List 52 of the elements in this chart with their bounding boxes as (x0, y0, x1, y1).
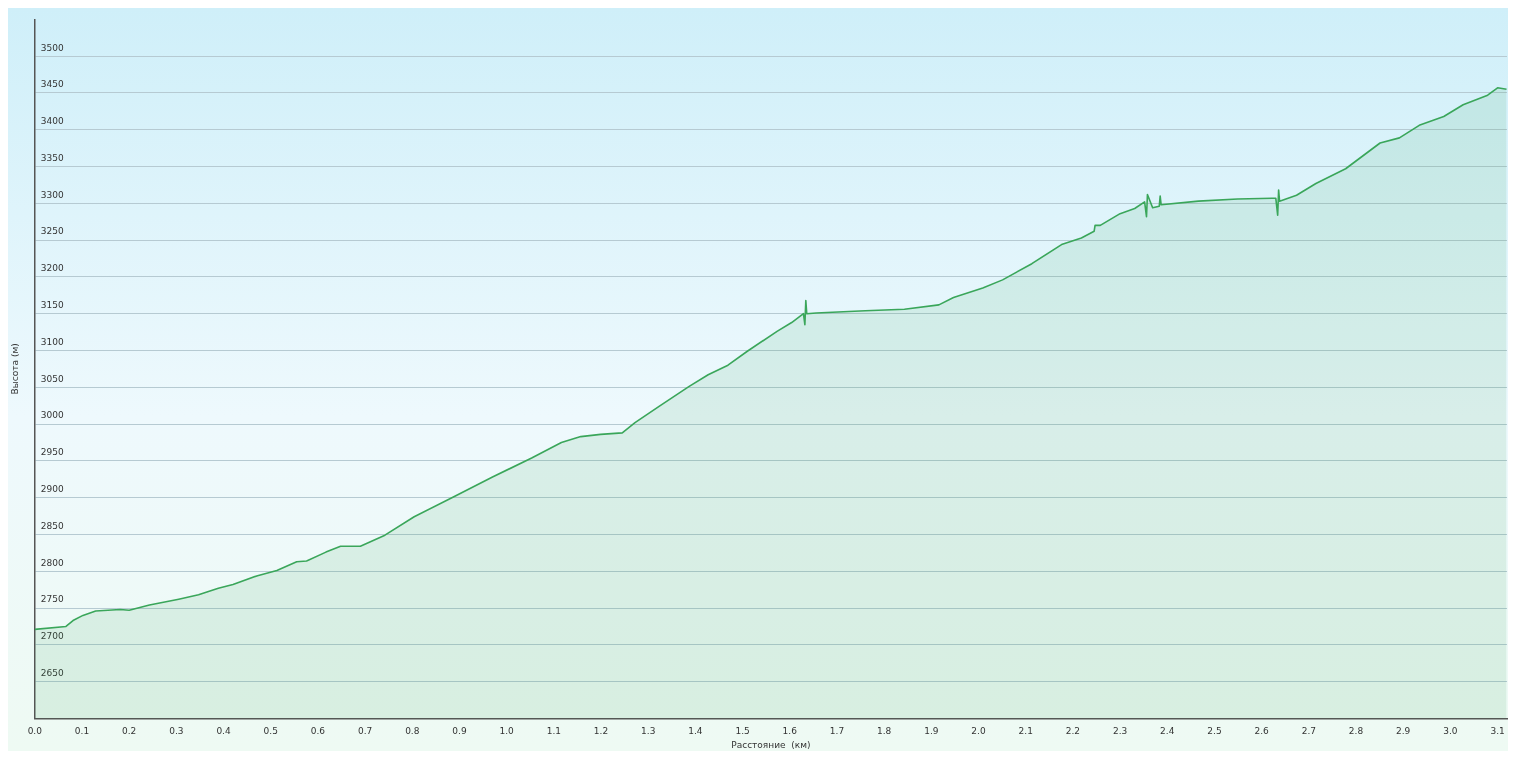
y-tick-label: 3000 (40, 410, 64, 421)
x-tick-label: 1.7 (829, 726, 845, 737)
y-tick-label: 3400 (40, 116, 64, 127)
y-tick-label: 3450 (40, 79, 64, 90)
x-tick-label: 2.8 (1348, 726, 1364, 737)
x-tick-label: 0.0 (27, 726, 43, 737)
x-tick-label: 2.7 (1301, 726, 1316, 737)
x-tick-label: 0.3 (169, 726, 184, 737)
y-tick-label: 2900 (40, 484, 64, 495)
x-tick-label: 1.2 (593, 726, 609, 737)
y-tick-label: 2650 (40, 667, 64, 678)
x-tick-label: 3.0 (1443, 726, 1458, 737)
y-tick-label: 2950 (40, 447, 64, 458)
x-tick-label: 2.1 (1018, 726, 1033, 737)
y-tick-label: 3350 (40, 152, 64, 163)
x-tick-label: 0.1 (74, 726, 90, 737)
x-tick-label: 1.6 (782, 726, 798, 737)
x-tick-label: 0.6 (310, 726, 326, 737)
x-tick-label: 0.9 (452, 726, 467, 737)
x-tick-label: 1.3 (641, 726, 656, 737)
x-tick-label: 0.4 (216, 726, 231, 737)
y-tick-label: 3100 (40, 336, 64, 347)
y-tick-label: 3150 (40, 300, 64, 311)
y-tick-label: 2700 (40, 631, 64, 642)
x-tick-label: 3.1 (1490, 726, 1505, 737)
y-tick-label: 3200 (40, 263, 64, 274)
x-tick-label: 1.5 (735, 726, 750, 737)
x-tick-label: 0.2 (122, 726, 137, 737)
y-tick-label: 3250 (40, 226, 64, 237)
y-tick-label: 2750 (40, 594, 64, 605)
x-axis-title: Расстояние (км) (731, 739, 811, 750)
y-tick-label: 2850 (40, 520, 64, 531)
x-tick-label: 0.7 (357, 726, 373, 737)
x-tick-label: 2.9 (1396, 726, 1411, 737)
y-tick-label: 3050 (40, 373, 64, 384)
y-tick-label: 3300 (40, 189, 64, 200)
x-tick-label: 2.3 (1112, 726, 1128, 737)
x-tick-label: 1.9 (924, 726, 939, 737)
x-tick-label: 2.0 (971, 726, 986, 737)
x-tick-label: 2.4 (1160, 726, 1175, 737)
y-tick-label: 2800 (40, 557, 64, 568)
x-tick-label: 0.8 (405, 726, 420, 737)
x-tick-label: 0.5 (263, 726, 278, 737)
x-tick-label: 1.0 (499, 726, 515, 737)
x-tick-label: 2.2 (1065, 726, 1081, 737)
x-tick-label: 2.5 (1207, 726, 1222, 737)
x-tick-label: 2.6 (1254, 726, 1270, 737)
y-tick-label: 3500 (40, 42, 64, 53)
x-tick-label: 1.4 (688, 726, 703, 737)
x-tick-label: 1.8 (876, 726, 892, 737)
x-tick-label: 1.1 (546, 726, 562, 737)
y-axis-title: Высота (м) (9, 343, 20, 395)
